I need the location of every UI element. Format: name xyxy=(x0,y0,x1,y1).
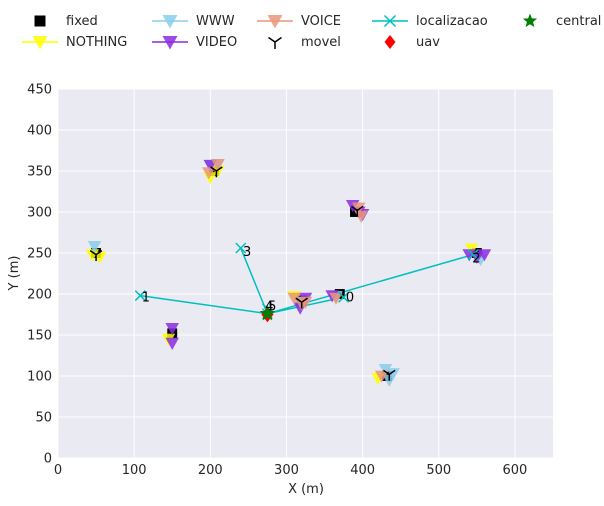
legend-entry-video: VIDEO xyxy=(150,33,237,51)
legend-label-voice: VOICE xyxy=(301,13,342,29)
legend-symbol-localizacao xyxy=(383,14,397,28)
movel-point xyxy=(89,249,103,261)
voice-point xyxy=(202,167,216,180)
x-axis-label: X (m) xyxy=(288,482,324,497)
legend-entry-fixed: fixed xyxy=(20,12,98,30)
chart-legend: fixed NOTHING WWW VIDEO VOICE movel localizaca… xyxy=(0,0,604,60)
axis-ticks: 0 100 200 300 400 500 600050100150200250300350… xyxy=(27,83,527,479)
legend-label-movel: movel xyxy=(301,34,341,50)
voice-point xyxy=(329,292,343,305)
legend-entry-nothing: NOTHING xyxy=(20,33,127,51)
legend-label-central: central xyxy=(556,13,602,29)
fixed-point xyxy=(350,207,360,217)
movel-point xyxy=(351,205,364,217)
localizacao-point xyxy=(134,290,146,302)
legend-marker-central xyxy=(522,13,538,28)
www-point xyxy=(382,374,397,387)
legend-symbol-nothing xyxy=(32,36,48,50)
y-tick-label: 0 xyxy=(44,452,52,467)
legend-marker-localizacao xyxy=(372,14,408,28)
legend-symbol-video xyxy=(162,36,178,50)
legend-entry-movel: movel xyxy=(255,33,341,51)
video-point xyxy=(477,249,492,262)
video-point xyxy=(165,337,179,350)
legend-entry-localizacao: localizacao xyxy=(370,12,488,30)
legend-marker-www xyxy=(152,15,188,29)
plot-area xyxy=(58,89,553,458)
localizacao-point xyxy=(235,242,247,254)
legend-symbol-movel xyxy=(268,36,282,49)
x-tick-label: 600 xyxy=(503,463,528,478)
fixed-point xyxy=(209,166,220,176)
www-point xyxy=(87,241,102,254)
legend-entry-uav: uav xyxy=(370,33,440,51)
legend-label-localizacao: localizacao xyxy=(416,13,488,29)
x-tick-label: 200 xyxy=(198,463,223,478)
point-labels: 0 1 2 3 45 xyxy=(142,245,481,314)
legend-entry-www: WWW xyxy=(150,12,235,30)
y-tick-label: 200 xyxy=(27,288,52,303)
y-tick-label: 300 xyxy=(27,206,52,221)
y-tick-label: 250 xyxy=(27,247,52,262)
legend-symbol-voice xyxy=(267,15,283,29)
legend-symbol-uav xyxy=(384,35,396,49)
legend-marker-uav xyxy=(384,35,396,49)
y-tick-label: 150 xyxy=(27,329,52,344)
legend-label-nothing: NOTHING xyxy=(66,34,128,50)
y-tick-label: 50 xyxy=(35,411,52,426)
localizacao-point xyxy=(467,249,479,261)
x-tick-label: 400 xyxy=(350,463,375,478)
www-point xyxy=(386,368,400,381)
legend-entry-voice: VOICE xyxy=(255,12,341,30)
voice-point xyxy=(374,370,389,383)
localizacao-label: 0 xyxy=(346,290,354,305)
data-points xyxy=(85,159,492,387)
x-tick-label: 0 xyxy=(54,463,62,478)
localizacao-label: 1 xyxy=(142,290,150,305)
x-tick-label: 300 xyxy=(274,463,299,478)
www-point xyxy=(378,364,393,377)
localizacao-label: 5 xyxy=(268,299,276,314)
legend-label-fixed: fixed xyxy=(66,13,98,29)
legend-marker-movel xyxy=(268,36,282,49)
legend-marker-voice xyxy=(257,15,293,29)
grid-lines xyxy=(57,88,553,459)
legend-marker-nothing xyxy=(22,36,58,50)
localizacao-link xyxy=(240,247,269,314)
legend-marker-fixed xyxy=(34,15,46,27)
movel-point xyxy=(382,369,396,381)
voice-point xyxy=(211,159,225,172)
movel-point xyxy=(210,166,223,178)
legend-label-www: WWW xyxy=(196,13,235,29)
video-point xyxy=(165,323,179,336)
y-tick-label: 100 xyxy=(27,370,52,385)
y-tick-label: 350 xyxy=(27,165,52,180)
y-tick-label: 450 xyxy=(27,83,52,98)
movel-point xyxy=(295,297,308,309)
legend-marker-video xyxy=(152,36,188,50)
x-tick-label: 100 xyxy=(122,463,147,478)
legend-entry-central: central xyxy=(510,12,601,30)
localizacao-label: 3 xyxy=(243,245,251,260)
y-axis-label: Y (m) xyxy=(7,256,22,292)
localizacao-label: 2 xyxy=(472,252,480,267)
legend-label-video: VIDEO xyxy=(196,34,238,50)
legend-symbol-central xyxy=(522,13,538,28)
voice-point xyxy=(287,292,301,305)
voice-point xyxy=(298,296,313,309)
legend-symbol-www xyxy=(162,15,178,29)
localizacao-point xyxy=(338,291,350,303)
legend-symbol-fixed xyxy=(34,15,46,27)
localizacao-label: 4 xyxy=(265,299,273,314)
y-tick-label: 400 xyxy=(27,124,52,139)
central-point xyxy=(259,305,276,321)
x-tick-label: 500 xyxy=(426,463,451,478)
localizacao-link xyxy=(140,294,268,315)
legend-label-uav: uav xyxy=(416,34,440,50)
